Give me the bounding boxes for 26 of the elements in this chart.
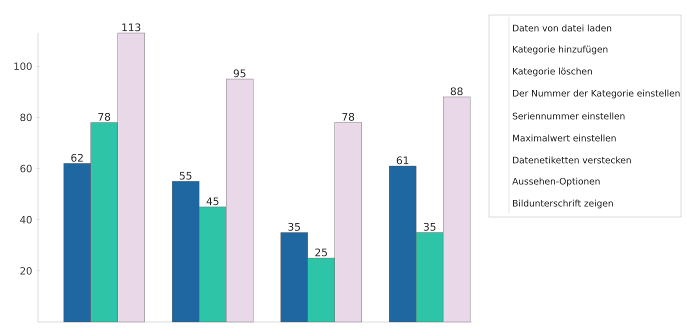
data-label: 78	[98, 112, 110, 121]
data-label: 45	[206, 197, 218, 206]
text: Daten von datei laden	[513, 24, 612, 32]
data-label: 25	[315, 248, 327, 256]
y-tick-label: 20	[20, 267, 32, 275]
y-tick-label: 40	[20, 216, 32, 224]
text: Seriennummer einstellen	[512, 112, 624, 120]
y-tick-label: 100	[14, 62, 32, 70]
data-label: 62	[71, 154, 83, 162]
data-label: 88	[450, 87, 463, 96]
text: Kategorie löschen	[513, 68, 592, 76]
data-label: 55	[180, 172, 192, 180]
text: Aussehen-Optionen	[512, 178, 600, 186]
data-label: 113	[122, 23, 140, 32]
data-label: 78	[342, 112, 354, 121]
text: Maximalwert einstellen	[513, 134, 616, 142]
y-tick-label: 80	[20, 114, 32, 122]
data-label: 35	[424, 222, 436, 231]
data-label: 95	[234, 69, 246, 78]
y-tick-label: 60	[20, 164, 32, 172]
text: Bildunterschrift zeigen	[513, 200, 613, 208]
text: Kategorie hinzufügen	[513, 46, 608, 54]
data-label: 61	[396, 156, 408, 164]
data-label: 35	[288, 222, 300, 231]
text: Datenetiketten verstecken	[513, 156, 631, 164]
text: Der Nummer der Kategorie einstellen	[513, 90, 680, 98]
